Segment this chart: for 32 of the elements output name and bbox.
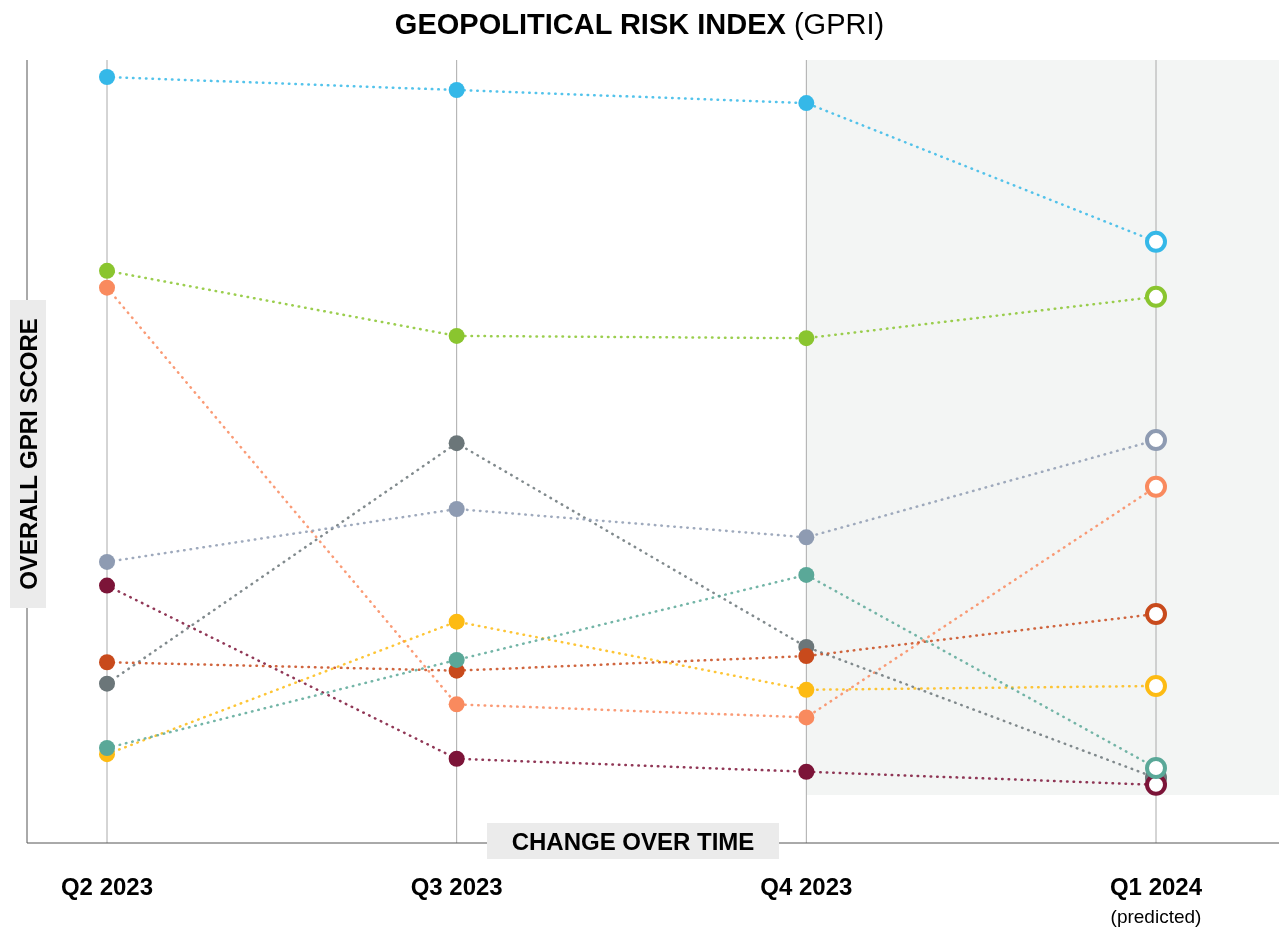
y-axis-title: OVERALL GPRI SCORE xyxy=(15,318,42,590)
point xyxy=(448,750,465,767)
point xyxy=(798,709,815,726)
point xyxy=(448,327,465,344)
x-tick-label: Q2 2023 xyxy=(60,873,154,900)
point xyxy=(448,613,465,630)
x-tick-label: Q1 2024 (predicted) xyxy=(1109,873,1203,927)
point xyxy=(798,529,815,546)
point xyxy=(99,262,115,279)
point xyxy=(99,553,115,570)
point xyxy=(448,696,465,713)
point xyxy=(798,95,815,112)
point xyxy=(99,577,115,594)
point xyxy=(448,501,465,518)
chart-title: GEOPOLITICAL RISK INDEX xyxy=(394,8,787,40)
point xyxy=(99,740,115,757)
chart-subtitle: (GPRI) xyxy=(785,8,885,40)
point xyxy=(99,69,115,85)
point xyxy=(798,330,815,347)
point xyxy=(448,435,465,452)
point xyxy=(798,681,815,698)
point xyxy=(99,675,115,692)
x-axis-title: CHANGE OVER TIME xyxy=(511,828,755,855)
point xyxy=(99,654,115,671)
point xyxy=(448,651,465,668)
point xyxy=(448,82,465,99)
point xyxy=(798,648,815,665)
point xyxy=(798,763,815,780)
point xyxy=(99,279,115,296)
x-tick-label: Q4 2023 xyxy=(760,873,853,900)
x-tick-label: Q3 2023 xyxy=(410,873,503,900)
point xyxy=(798,566,815,583)
